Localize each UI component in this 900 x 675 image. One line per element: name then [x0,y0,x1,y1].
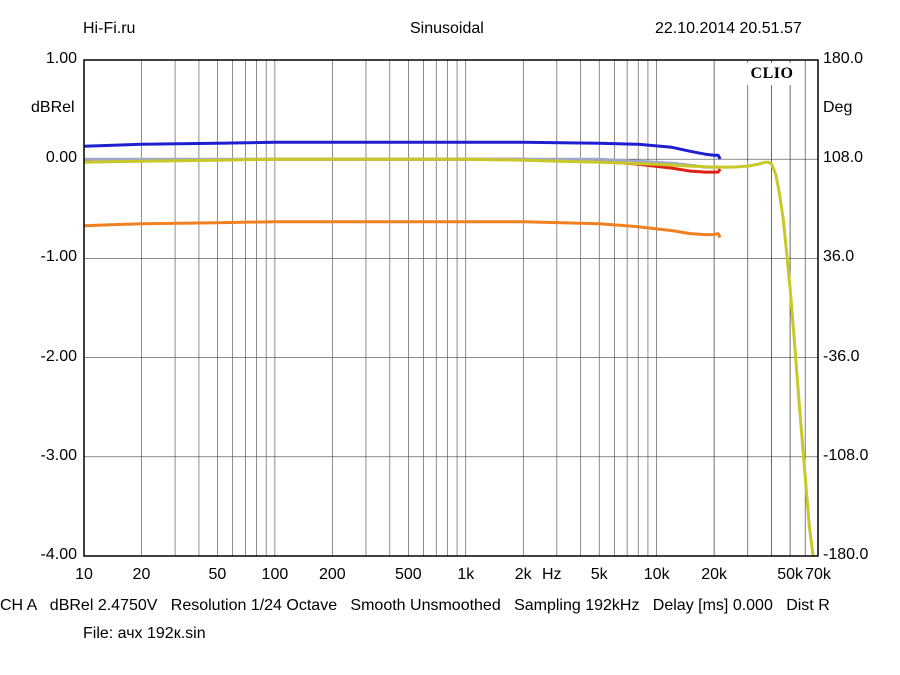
x-tick-label: 200 [318,566,346,583]
y-tick-label: -4.00 [40,546,77,563]
header-brand: Hi-Fi.ru [83,20,136,37]
y-tick-label: 0.00 [45,149,77,167]
x-tick-label: 10k [643,566,670,583]
y-tick-label: -2.00 [40,347,77,365]
series-line-4 [83,220,722,239]
series-line-5 [83,157,815,557]
y-tick-label: -3.00 [40,446,77,464]
file-name-line: File: ачх 192к.sin [83,625,206,642]
y2-tick-label: -180.0 [823,546,869,563]
y2-axis-label: Deg [823,99,853,116]
chart-grid [83,59,819,557]
header-signal-type: Sinusoidal [410,20,484,37]
plot-frame [83,59,819,557]
header-timestamp: 22.10.2014 20.51.57 [655,20,802,37]
x-tick-label: 100 [261,566,289,583]
y-tick-label: -1.00 [40,248,77,266]
x-tick-label: 2k [514,566,532,583]
y2-tick-label: 108.0 [823,149,864,167]
y2-tick-label: 180.0 [823,50,864,67]
x-tick-label: 50 [208,566,227,583]
y-tick-label: 1.00 [45,50,77,67]
measurement-settings-line: CH A dBRel 2.4750V Resolution 1/24 Octav… [0,597,830,614]
chart-series-group [83,140,815,557]
y2-tick-label: 36.0 [823,248,855,266]
x-tick-label: 1k [457,566,475,583]
x-tick-label: 10 [75,566,93,583]
y2-tick-label: -108.0 [823,446,869,464]
y2-tick-label: -36.0 [823,347,860,365]
x-tick-label: 20 [132,566,151,583]
x-axis-unit-label: Hz [542,566,562,583]
x-tick-label: 70k [805,566,831,583]
x-tick-label: 20k [701,566,728,583]
x-tick-label: 50k [777,566,803,583]
clio-logo: CLIO [746,63,798,85]
x-tick-label: 500 [394,566,422,583]
y-axis-label: dBRel [31,99,75,116]
x-tick-label: 5k [590,566,608,583]
series-line-1 [83,140,722,160]
